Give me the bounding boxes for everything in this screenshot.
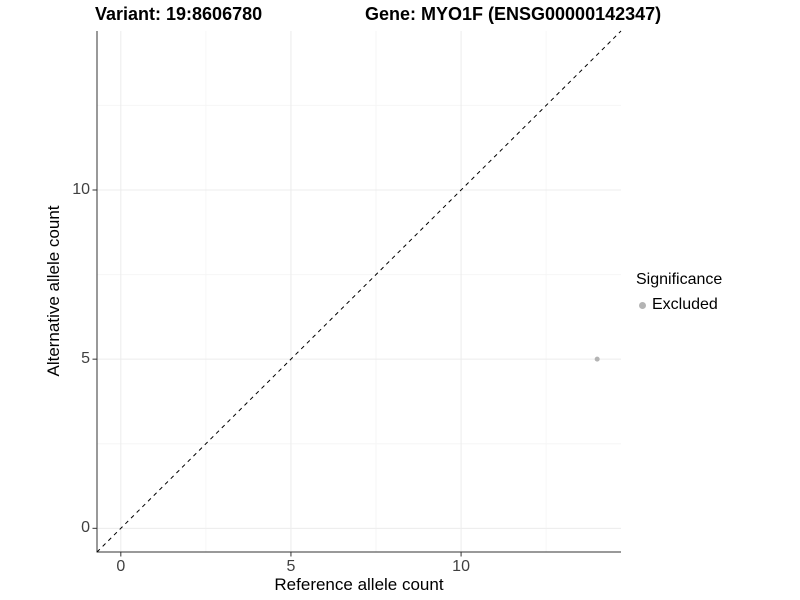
plot-title-variant: Variant: 19:8606780 xyxy=(95,4,263,24)
legend-item: Excluded xyxy=(636,296,722,314)
legend: Significance Excluded xyxy=(636,271,722,314)
x-axis-title: Reference allele count xyxy=(274,575,444,594)
y-tick-label: 10 xyxy=(72,181,90,198)
data-point xyxy=(594,356,600,362)
y-tick-label: 0 xyxy=(81,519,90,537)
x-tick-label: 5 xyxy=(286,558,296,575)
legend-title: Significance xyxy=(636,271,723,288)
y-tick-label: 5 xyxy=(81,350,90,368)
legend-items: Excluded xyxy=(636,296,722,314)
x-tick-label: 10 xyxy=(452,558,470,575)
legend-item-label: Excluded xyxy=(652,296,718,313)
plot-title-gene: Gene: MYO1F (ENSG00000142347) xyxy=(365,4,662,24)
y-axis-title: Alternative allele count xyxy=(44,205,63,377)
identity-reference-line xyxy=(96,30,622,553)
legend-point-icon xyxy=(639,301,646,309)
x-tick-label: 0 xyxy=(116,558,126,575)
